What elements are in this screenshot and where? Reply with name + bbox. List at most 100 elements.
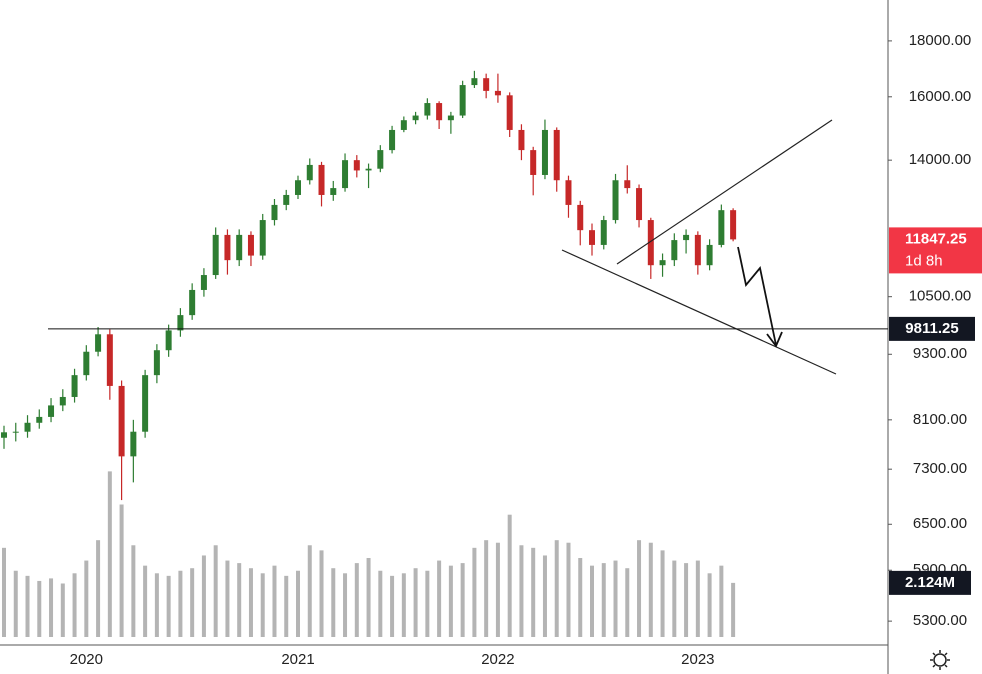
- volume-bar: [307, 545, 312, 637]
- candle-body: [600, 220, 607, 245]
- volume-label: 2.124M: [905, 574, 955, 591]
- volume-bar: [460, 563, 465, 637]
- candle-body: [142, 375, 149, 432]
- candle-body: [236, 234, 243, 261]
- volume-bar: [495, 542, 500, 637]
- countdown-label: 1d 8h: [905, 252, 943, 269]
- candle-body: [83, 351, 90, 376]
- volume-bar: [296, 570, 300, 637]
- volume-bar: [143, 565, 148, 637]
- volume-bar: [401, 573, 406, 637]
- candle-body: [365, 168, 372, 171]
- candle-body: [330, 188, 337, 195]
- candle-body: [424, 103, 431, 116]
- volume-bar: [37, 580, 42, 637]
- candle-body: [259, 220, 266, 256]
- y-tick-label: 18000.00: [909, 32, 972, 49]
- volume-bar: [166, 575, 171, 637]
- candle-body: [247, 234, 254, 256]
- volume-layer: [2, 471, 736, 637]
- volume-bar: [366, 558, 371, 637]
- volume-bar: [507, 514, 512, 637]
- candle-body: [694, 234, 701, 266]
- line-price-box: [889, 316, 975, 341]
- volume-bar: [437, 560, 442, 637]
- candle-body: [130, 431, 137, 457]
- candle-body: [624, 180, 631, 189]
- candle-layer: [1, 70, 737, 501]
- volume-bar: [719, 565, 724, 637]
- candle-body: [118, 385, 125, 457]
- candle-body: [342, 160, 349, 189]
- volume-bar: [578, 558, 583, 637]
- candle-body: [24, 422, 31, 432]
- volume-bar: [484, 540, 489, 637]
- volume-bar: [225, 560, 230, 637]
- volume-bar: [425, 570, 430, 637]
- candle-body: [436, 103, 443, 121]
- volume-bar: [448, 565, 453, 637]
- candle-body: [224, 234, 231, 261]
- volume-bar: [260, 573, 265, 637]
- last-price-box: [889, 227, 982, 274]
- candle-body: [200, 275, 207, 290]
- projection-arrow: [737, 246, 777, 346]
- candle-body: [306, 164, 313, 181]
- volume-bar: [648, 542, 653, 637]
- volume-bar: [660, 550, 665, 637]
- candle-body: [212, 234, 219, 276]
- candle-body: [95, 334, 102, 352]
- candle-body: [295, 180, 301, 195]
- candle-body: [612, 180, 619, 221]
- y-tick-label: 9300.00: [913, 345, 967, 362]
- candle-body: [1, 432, 7, 438]
- arrow-head: [766, 331, 783, 348]
- volume-bar: [625, 568, 630, 637]
- candle-body: [506, 95, 513, 130]
- volume-bar: [237, 563, 242, 637]
- volume-bar: [190, 568, 195, 637]
- volume-bar: [119, 504, 124, 637]
- y-tick-label: 7300.00: [913, 460, 967, 477]
- candle-body: [459, 85, 466, 116]
- candle-body: [283, 194, 290, 205]
- candle-body: [565, 180, 572, 205]
- candle-body: [530, 150, 537, 175]
- candle-body: [318, 164, 325, 195]
- volume-bar: [707, 573, 712, 637]
- candle-body: [518, 129, 525, 151]
- volume-bar: [84, 560, 89, 637]
- volume-bar: [25, 575, 30, 637]
- volume-bar: [378, 570, 383, 637]
- volume-bar: [154, 573, 159, 637]
- volume-bar: [213, 545, 218, 637]
- candle-body: [389, 129, 396, 151]
- candle-body: [71, 375, 78, 397]
- y-tick-label: 14000.00: [909, 151, 972, 168]
- y-tick-label: 16000.00: [909, 88, 972, 105]
- x-tick-label: 2020: [70, 651, 103, 668]
- settings-icon[interactable]: [930, 650, 950, 670]
- candle-body: [400, 120, 407, 130]
- candle-body: [718, 210, 725, 245]
- volume-bar: [131, 545, 136, 637]
- candle-body: [353, 160, 360, 171]
- candle-body: [483, 78, 490, 91]
- volume-bar: [531, 547, 536, 637]
- volume-bar: [13, 570, 18, 637]
- volume-bar: [49, 578, 54, 637]
- candle-body: [12, 431, 19, 433]
- candle-body: [671, 240, 678, 261]
- volume-bar: [519, 545, 524, 637]
- volume-bar: [601, 563, 606, 637]
- volume-bar: [284, 575, 289, 637]
- candle-body: [541, 129, 548, 175]
- candle-body: [553, 129, 560, 181]
- volume-bar: [272, 565, 277, 637]
- last-price-label: 11847.25: [905, 230, 967, 247]
- volume-bar: [354, 563, 359, 637]
- volume-bar: [684, 563, 689, 637]
- volume-bar: [613, 560, 618, 637]
